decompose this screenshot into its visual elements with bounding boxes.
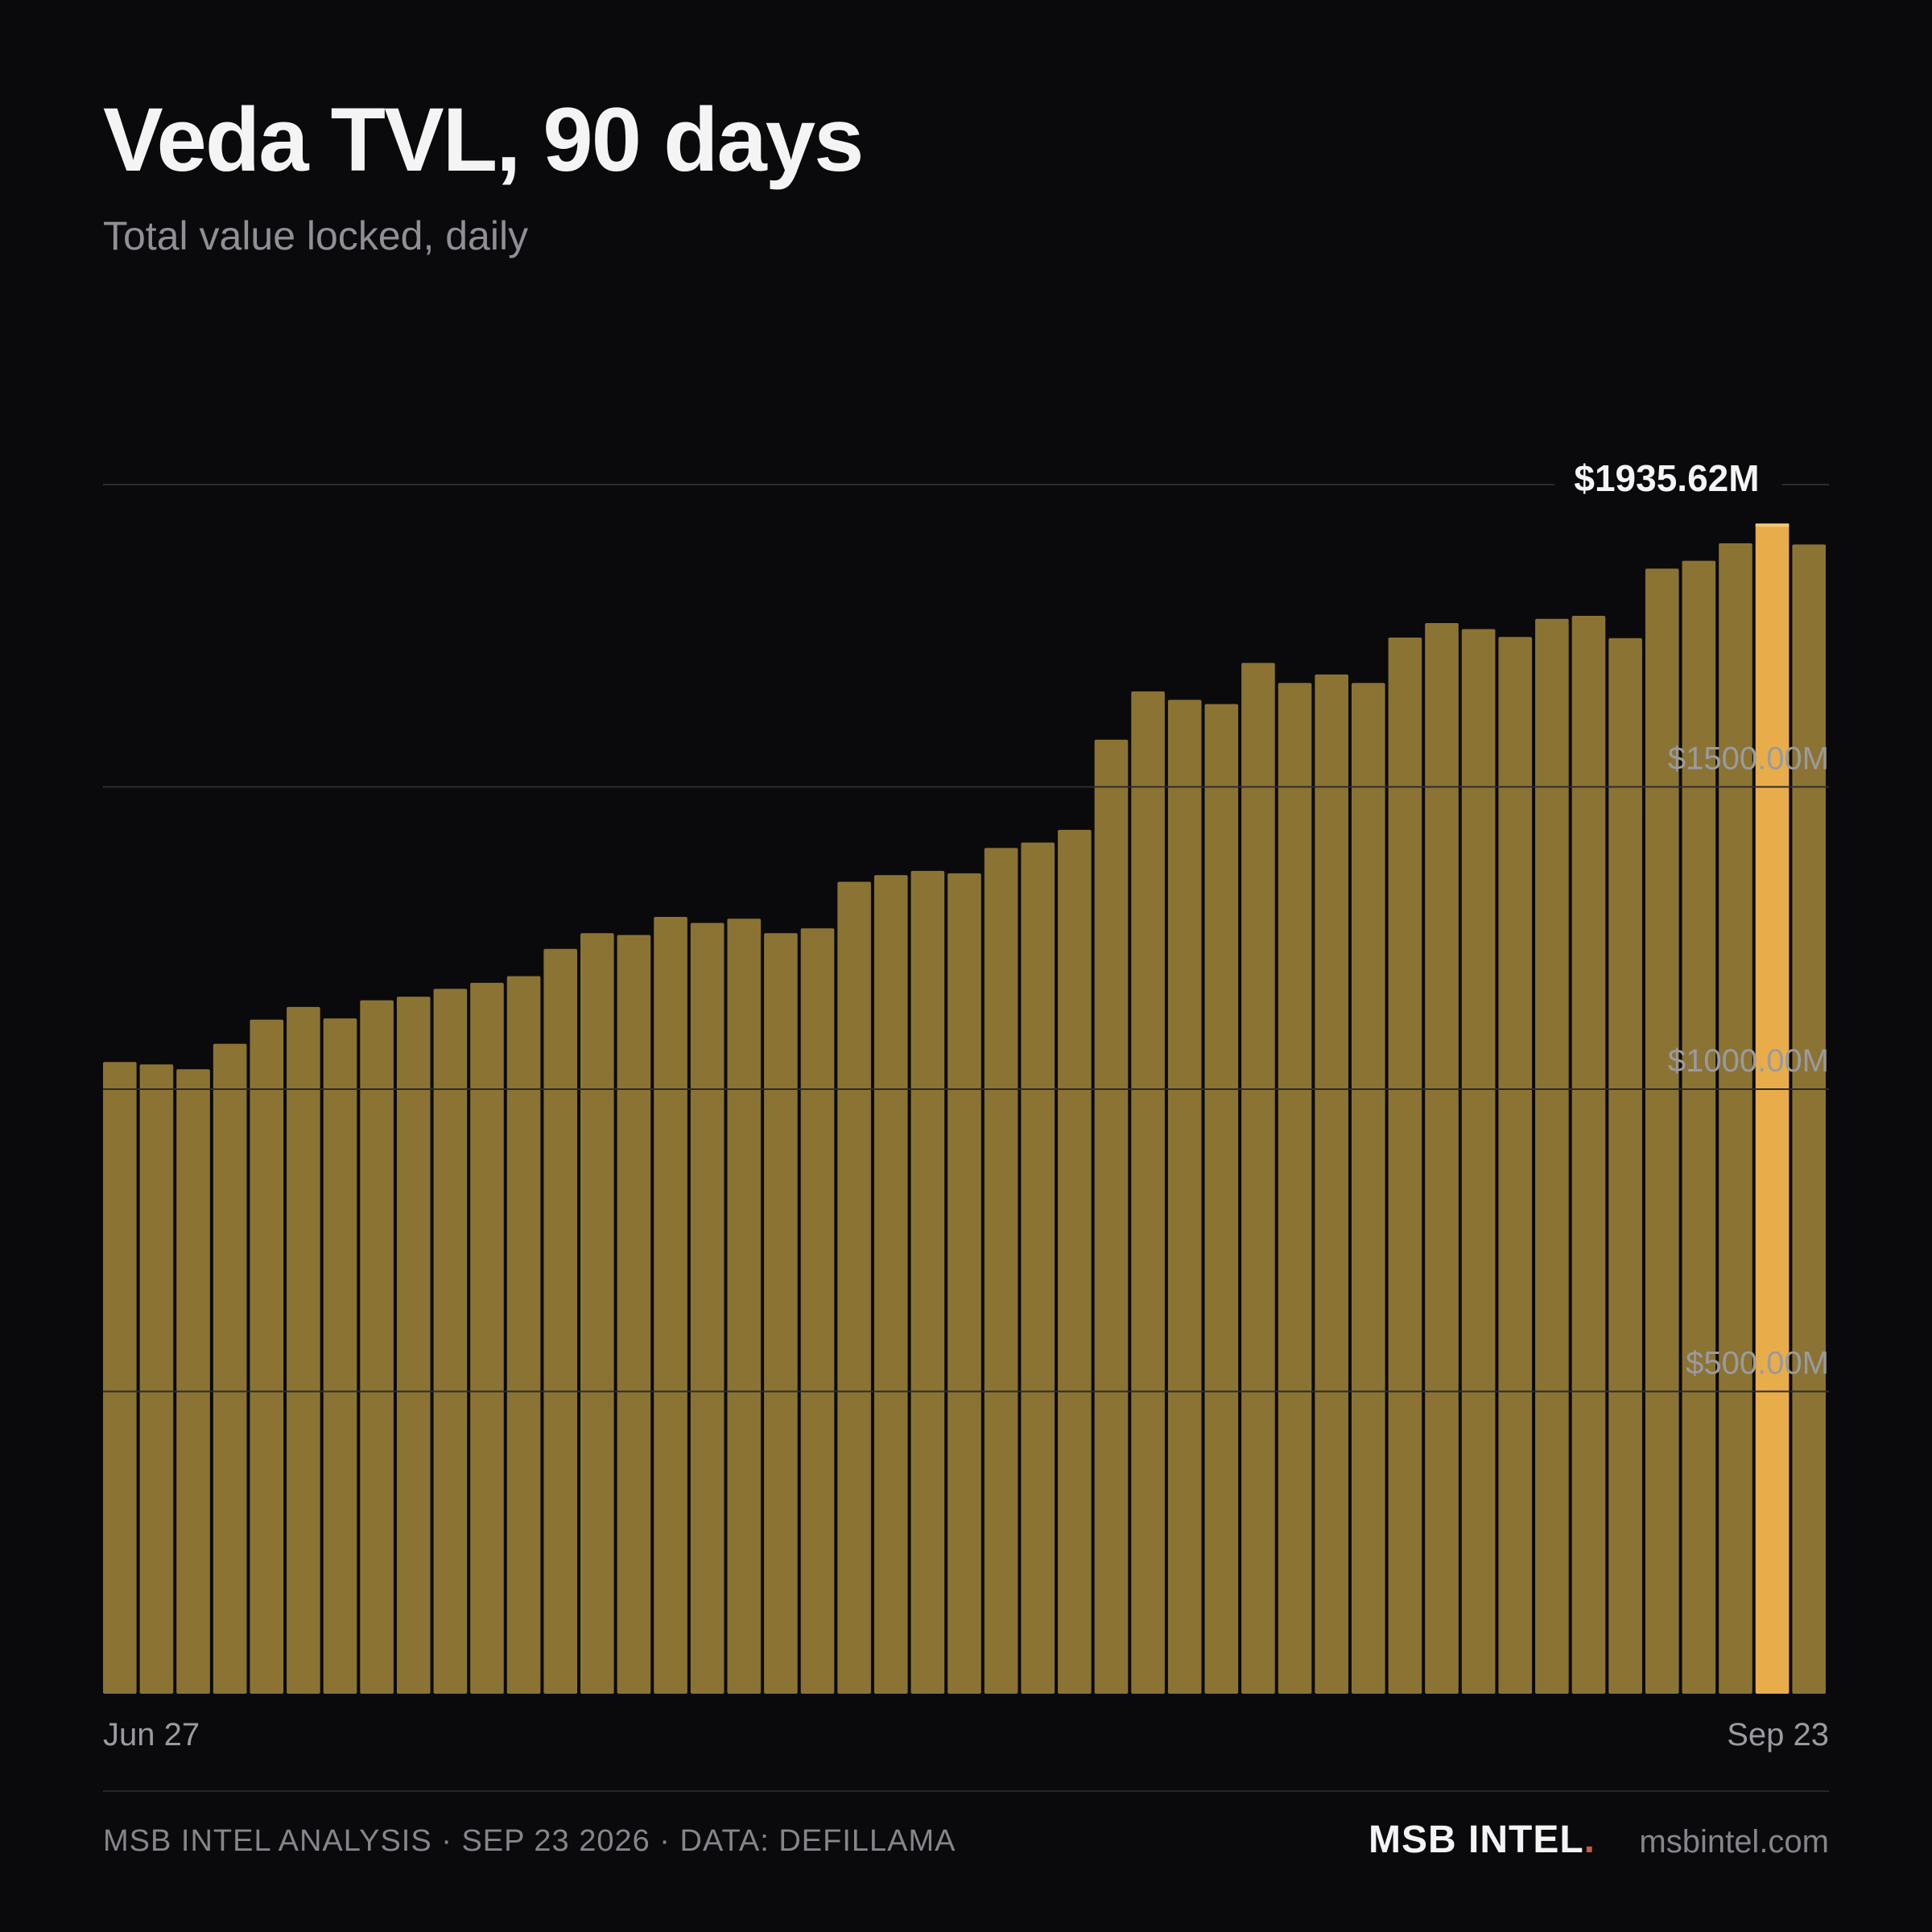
bar [1021, 842, 1055, 1694]
bar [1388, 638, 1422, 1695]
bar [1351, 683, 1385, 1694]
x-start-label: Jun 27 [103, 1717, 200, 1752]
bar [1425, 622, 1459, 1694]
bar [1278, 683, 1312, 1694]
labels: $500.00M $1000.00M $1500.00M $1935.62M Jun 2… [103, 452, 1829, 1752]
bar [103, 1062, 137, 1694]
bar [1131, 691, 1165, 1694]
bar [984, 848, 1018, 1694]
bar [1792, 544, 1826, 1694]
highlight-label-bg [1554, 452, 1782, 509]
bar [1315, 674, 1348, 1695]
chart-title: Veda TVL, 90 days [103, 89, 864, 190]
bar [1058, 829, 1092, 1694]
bar [800, 928, 835, 1694]
bar [1094, 739, 1129, 1694]
footer-url: msbintel.com [1639, 1824, 1829, 1860]
bar [360, 1000, 394, 1694]
y-tick-label: $1500.00M [1668, 741, 1829, 777]
bar [654, 916, 687, 1694]
bar [139, 1064, 174, 1694]
x-end-label: Sep 23 [1727, 1717, 1829, 1752]
bar [470, 982, 504, 1694]
bar [727, 919, 762, 1694]
bar [873, 875, 908, 1694]
bar [287, 1006, 320, 1694]
bar [1645, 568, 1679, 1695]
bar [250, 1019, 284, 1694]
bar [213, 1043, 247, 1694]
chart-subtitle: Total value locked, daily [103, 213, 529, 258]
y-tick-label: $500.00M [1686, 1346, 1829, 1381]
bar [506, 976, 541, 1694]
bar [1204, 704, 1239, 1694]
bar [543, 948, 578, 1694]
bar [1682, 560, 1716, 1694]
bar [433, 989, 468, 1694]
bar [764, 933, 798, 1694]
bar [1461, 629, 1496, 1694]
bar [690, 923, 724, 1694]
bar [1241, 663, 1275, 1695]
footer-divider [103, 1790, 1829, 1792]
bar [1498, 637, 1533, 1695]
brand-logo: MSB INTEL. [1368, 1821, 1596, 1860]
footer-credits: MSB INTEL ANALYSIS · SEP 23 2026 · DATA:… [103, 1824, 956, 1858]
bars [103, 523, 1826, 1695]
bar [910, 870, 945, 1694]
bar [1167, 700, 1202, 1695]
bar [1719, 543, 1752, 1695]
bar [176, 1069, 210, 1694]
bar [617, 935, 651, 1694]
bar-highlight-cap [1755, 523, 1790, 527]
bar [947, 873, 981, 1694]
highlight-value-label: $1935.62M [1574, 457, 1759, 499]
bar [1571, 615, 1606, 1694]
brand-dot: . [1583, 1818, 1596, 1861]
y-tick-label: $1000.00M [1668, 1043, 1829, 1079]
bar [1608, 638, 1642, 1694]
brand-name: MSB INTEL [1368, 1818, 1584, 1861]
bar [580, 933, 614, 1694]
bar [396, 997, 431, 1694]
bar [323, 1018, 357, 1694]
bar [837, 881, 871, 1694]
bar [1535, 618, 1569, 1695]
bar-highlight [1755, 523, 1790, 1694]
